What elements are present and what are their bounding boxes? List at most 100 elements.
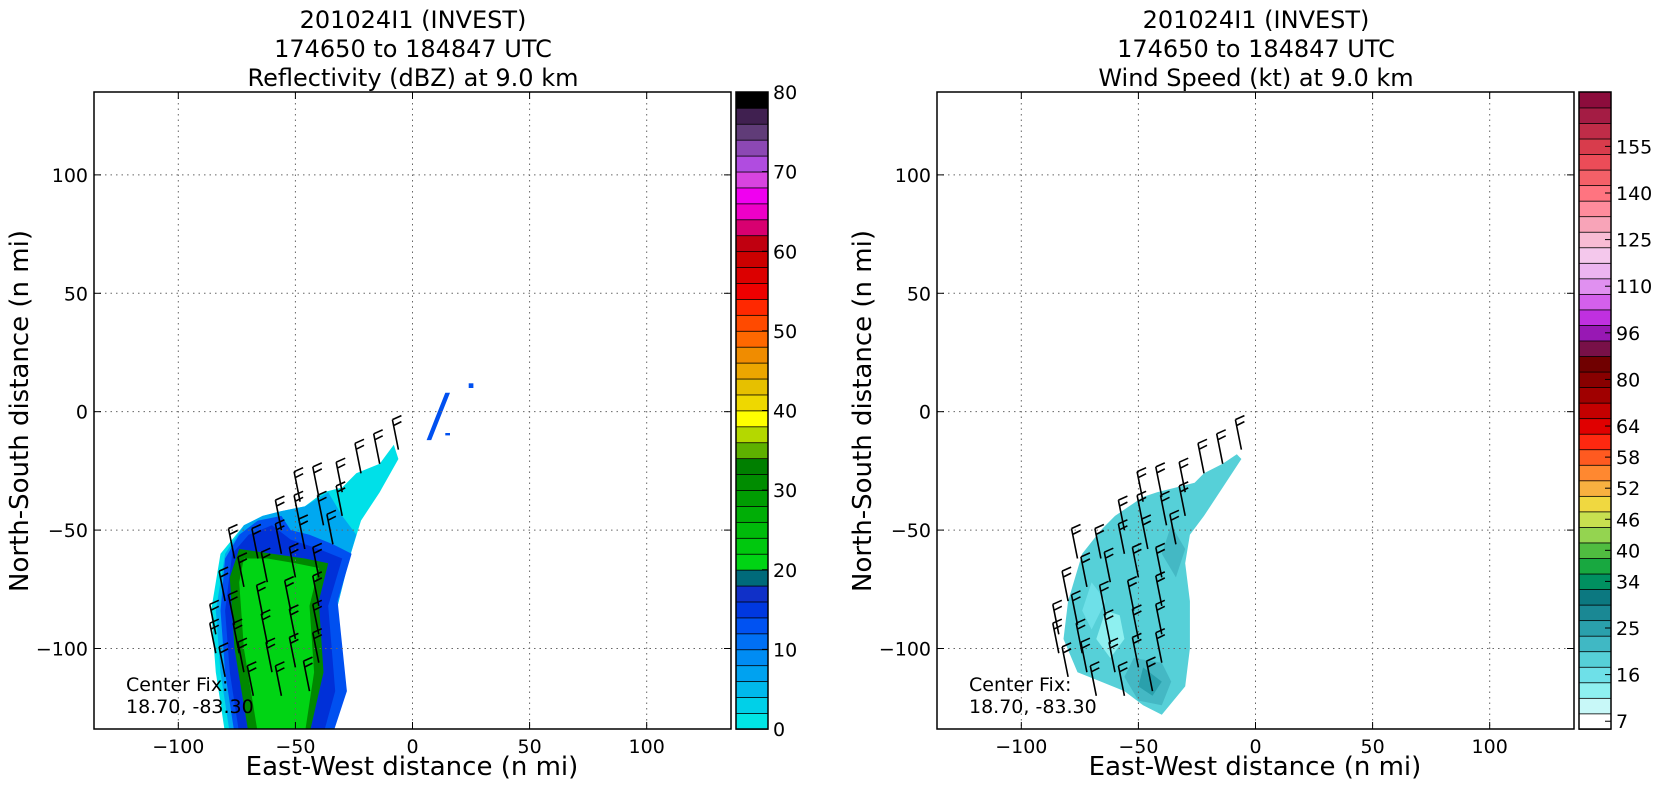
wind-wind-barb-shape <box>1117 495 1128 531</box>
reflectivity-colorbar-segment <box>735 696 769 714</box>
wind-colorbar-ticks: 7 16 25 34 40 46 52 58 64 80 96 110 125 140 155 <box>1605 136 1652 733</box>
wind-wind-barb <box>1126 575 1138 611</box>
reflectivity-wind-barb-shape <box>232 618 243 654</box>
wind-wind-barb <box>1131 604 1142 640</box>
wind-wind-barb-shape <box>1145 656 1156 692</box>
wind-wind-barb <box>1103 609 1114 644</box>
reflectivity-wind-barb <box>274 661 285 696</box>
wind-wind-barb <box>1136 466 1147 502</box>
wind-x-axis-label: East-West distance (n mi) <box>1089 752 1422 782</box>
wind-colorbar-segment <box>1578 355 1612 373</box>
wind-colorbar-tick-label: 46 <box>1616 509 1640 531</box>
reflectivity-wind-barb <box>246 661 257 696</box>
wind-wind-barb <box>1080 637 1091 673</box>
wind-colorbar-tick-label: 34 <box>1616 571 1640 593</box>
wind-colorbar <box>1578 91 1612 730</box>
reflectivity-wind-barb-shape <box>335 481 346 517</box>
reflectivity-wind-barb-shape <box>227 590 238 625</box>
wind-colorbar-segment <box>1578 262 1612 280</box>
wind-wind-barb <box>1117 495 1128 531</box>
wind-colorbar-segment <box>1578 402 1612 420</box>
reflectivity-colorbar <box>735 91 769 730</box>
wind-colorbar-tick-label: 7 <box>1616 711 1628 733</box>
reflectivity-colorbar-tick-label: 70 <box>773 162 797 184</box>
wind-colorbar-segment <box>1578 495 1612 513</box>
wind-colorbar-segment <box>1578 215 1612 233</box>
wind-wind-barb <box>1155 627 1166 663</box>
wind-colorbar-segment <box>1578 386 1612 404</box>
wind-wind-barb-shape <box>1197 438 1208 474</box>
wind-colorbar-segment <box>1578 557 1612 575</box>
reflectivity-colorbar-tick-label: 30 <box>773 480 797 502</box>
wind-wind-barb-shape <box>1155 462 1166 498</box>
reflectivity-wind-barb-shape <box>312 627 323 663</box>
wind-wind-barb-shape <box>1178 481 1189 517</box>
reflectivity-wind-barb <box>274 519 285 554</box>
wind-colorbar-segment <box>1578 200 1612 218</box>
wind-wind-barb-shape <box>1103 547 1114 583</box>
wind-y-tick-label: 100 <box>895 165 931 187</box>
reflectivity-wind-barb-shape <box>237 552 248 588</box>
reflectivity-colorbar-segment <box>735 569 769 587</box>
wind-wind-barb-shape <box>1080 552 1091 588</box>
wind-colorbar-tick-label: 96 <box>1616 323 1640 345</box>
wind-wind-barb-shape <box>1126 575 1138 611</box>
reflectivity-colorbar-segment <box>735 441 769 460</box>
wind-wind-barb <box>1098 580 1109 616</box>
reflectivity-colorbar-tick-label: 20 <box>773 560 797 582</box>
reflectivity-wind-barb <box>335 481 346 517</box>
reflectivity-x-ticks: −100 −50 0 50 100 <box>152 92 665 758</box>
reflectivity-wind-barb <box>372 429 384 464</box>
reflectivity-x-tick-label: 0 <box>406 736 418 758</box>
wind-y-tick-label: −100 <box>879 638 931 660</box>
reflectivity-wind-barb <box>232 618 243 654</box>
reflectivity-colorbar-tick-label: 50 <box>773 321 797 343</box>
reflectivity-field-region-6 <box>426 392 450 441</box>
wind-field-region-3 <box>1096 610 1125 658</box>
reflectivity-colorbar-segment <box>735 123 769 141</box>
reflectivity-colorbar-segment <box>735 266 769 284</box>
wind-wind-barb-shape <box>1052 618 1063 654</box>
wind-wind-barb-shape <box>1155 571 1166 607</box>
wind-wind-barb <box>1215 429 1227 464</box>
wind-title-line-1: 201024I1 (INVEST) <box>1143 6 1370 34</box>
reflectivity-wind-barb-shape <box>312 599 323 635</box>
wind-wind-barb-shape <box>1131 632 1142 668</box>
reflectivity-colorbar-segment <box>735 218 769 237</box>
reflectivity-wind-barb <box>312 571 323 607</box>
wind-wind-barb <box>1131 542 1142 578</box>
wind-colorbar-segment <box>1578 526 1612 544</box>
reflectivity-wind-barb-shape <box>209 618 220 654</box>
wind-colorbar-tick-label: 52 <box>1616 478 1640 500</box>
reflectivity-colorbar-segment <box>735 362 769 380</box>
wind-colorbar-tick-label: 40 <box>1616 540 1640 562</box>
reflectivity-wind-barb-shape <box>298 514 309 550</box>
wind-colorbar-segment <box>1578 246 1612 264</box>
reflectivity-colorbar-segment <box>735 171 769 189</box>
wind-colorbar-segment <box>1578 309 1612 326</box>
reflectivity-wind-barbs <box>209 414 402 696</box>
wind-wind-barb-shape <box>1094 523 1105 559</box>
reflectivity-colorbar-segment <box>735 489 769 507</box>
wind-plot-area <box>937 92 1574 729</box>
reflectivity-wind-barb <box>274 495 285 531</box>
wind-wind-barb-shape <box>1178 457 1189 493</box>
reflectivity-wind-barb-shape <box>335 457 346 493</box>
wind-colorbar-tick-label: 58 <box>1616 447 1640 469</box>
reflectivity-x-tick-label: −50 <box>275 736 315 758</box>
wind-y-axis-label: North-South distance (n mi) <box>848 230 878 592</box>
reflectivity-x-tick-label: 100 <box>629 736 665 758</box>
wind-y-tick-label: −50 <box>891 520 931 542</box>
wind-wind-barb <box>1145 656 1156 692</box>
reflectivity-colorbar-segment <box>735 664 769 683</box>
wind-wind-barb-shape <box>1117 519 1128 554</box>
reflectivity-wind-barb <box>237 637 248 673</box>
reflectivity-wind-barb-shape <box>227 523 238 559</box>
reflectivity-colorbar-segment <box>735 553 769 571</box>
reflectivity-x-axis-label: East-West distance (n mi) <box>246 752 579 782</box>
wind-colorbar-segment <box>1578 464 1612 482</box>
reflectivity-wind-barb <box>288 632 299 668</box>
wind-center-fix-label: Center Fix: <box>969 674 1071 696</box>
reflectivity-y-tick-label: 0 <box>76 402 88 424</box>
reflectivity-panel: 201024I1 (INVEST) 174650 to 184847 UTC R… <box>5 6 797 782</box>
